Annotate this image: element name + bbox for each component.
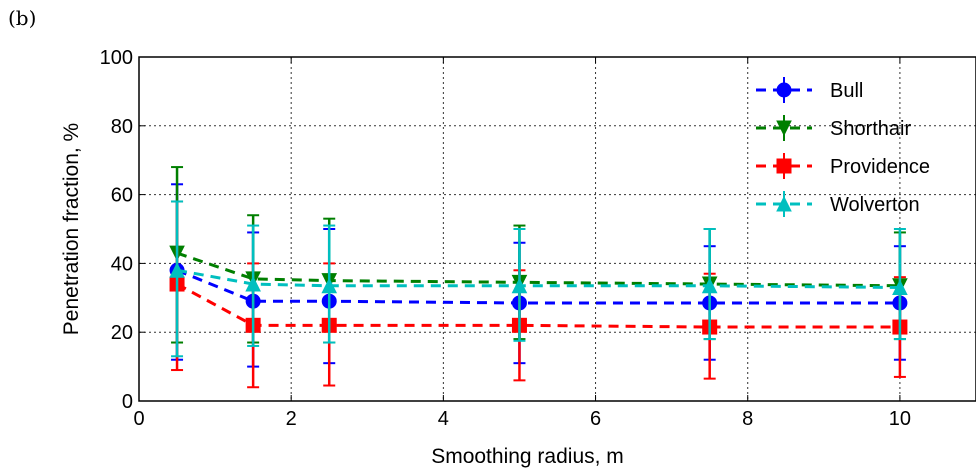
x-axis-label: Smoothing radius, m (431, 445, 624, 468)
y-tick-label: 80 (111, 116, 133, 138)
legend-marker (776, 158, 792, 174)
legend-marker (776, 82, 792, 98)
legend-marker (776, 120, 792, 137)
y-axis-label: Penetration fraction, % (60, 123, 83, 335)
x-tick-label: 6 (590, 408, 601, 430)
legend-label-shorthair: Shorthair (830, 118, 911, 140)
x-tick-label: 2 (286, 408, 297, 430)
legend: Bull Shorthair Providence Wolverton (756, 77, 930, 217)
y-tick-label: 20 (111, 322, 133, 344)
panel-label: (b) (8, 6, 37, 30)
legend-item-providence: Providence (756, 153, 930, 179)
legend-label-bull: Bull (830, 80, 863, 102)
x-tick-label: 4 (438, 408, 449, 430)
x-tick-label: 8 (742, 408, 753, 430)
data-layer (169, 166, 908, 389)
grid (139, 57, 976, 401)
legend-item-wolverton: Wolverton (756, 191, 920, 217)
legend-item-bull: Bull (756, 77, 863, 103)
data-point-wolverton (892, 279, 908, 295)
series-bull (169, 183, 908, 368)
data-point-wolverton (169, 262, 185, 278)
x-tick-label: 0 (133, 408, 144, 430)
y-tick-label: 0 (122, 391, 133, 413)
legend-label-providence: Providence (830, 156, 930, 178)
data-point-wolverton (245, 275, 261, 292)
series-line-wolverton (176, 268, 900, 289)
x-tick-label: 10 (889, 408, 911, 430)
series-wolverton (169, 200, 908, 358)
y-tick-label: 100 (100, 47, 133, 69)
plot-area-frame (138, 56, 976, 402)
series-providence (169, 200, 908, 389)
data-point-wolverton (511, 277, 528, 294)
series-line-bull (176, 268, 900, 305)
series-line-shorthair (176, 251, 900, 288)
y-tick-label: 60 (111, 185, 133, 207)
series-shorthair (169, 166, 908, 344)
data-point-wolverton (701, 277, 718, 294)
data-point-wolverton (321, 277, 338, 294)
legend-item-shorthair: Shorthair (756, 115, 911, 141)
y-tick-label: 40 (111, 253, 133, 275)
legend-label-wolverton: Wolverton (830, 194, 920, 216)
legend-marker (776, 195, 792, 212)
series-line-providence (176, 282, 900, 329)
